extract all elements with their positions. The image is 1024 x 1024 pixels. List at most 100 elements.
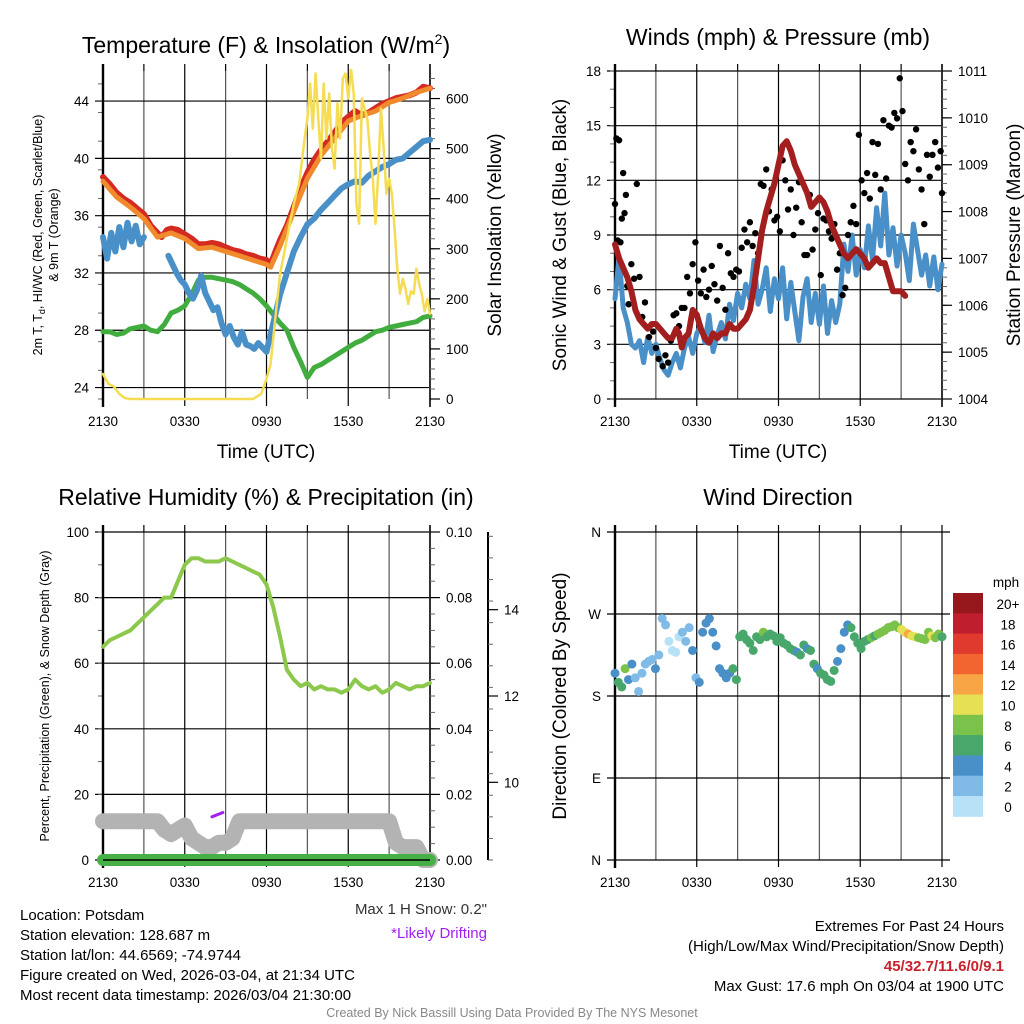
colorbar-label: 10	[1000, 699, 1015, 714]
gust-point	[621, 209, 628, 217]
direction-point	[920, 635, 930, 645]
colorbar-swatch	[953, 633, 983, 655]
gust-point	[877, 186, 884, 193]
y-tick-label: 100	[66, 525, 89, 540]
direction-point	[826, 676, 836, 686]
gust-point	[633, 180, 640, 188]
gust-point	[861, 189, 868, 197]
direction-point	[620, 664, 630, 674]
y-tick-label: 20	[74, 787, 89, 802]
y2-tick-label: 0.00	[446, 853, 472, 868]
y-tick-label: 6	[593, 283, 601, 298]
gust-point	[705, 286, 713, 293]
x-tick-label: 2130	[600, 875, 630, 890]
gust-point	[738, 244, 745, 251]
y-tick-label: S	[592, 689, 601, 704]
wind-y2-axis-label: Station Pressure (Maroon)	[1004, 124, 1024, 347]
y2-tick-label: 1004	[958, 392, 989, 407]
y-tick-label: 9	[593, 228, 601, 243]
y2-tick-label: 0	[446, 392, 454, 407]
wind-panel-title: Winds (mph) & Pressure (mb)	[626, 24, 930, 50]
gust-point	[888, 124, 895, 131]
gust-point	[937, 147, 944, 155]
gust-point	[893, 115, 901, 122]
y-tick-label: 24	[74, 381, 90, 396]
y2-tick-label: 1010	[958, 111, 988, 126]
temperature-y2-axis-label: Solar Insolation (Yellow)	[485, 133, 506, 336]
gust-point	[773, 213, 781, 220]
gust-point	[655, 355, 662, 363]
y-tick-label: 32	[74, 266, 89, 281]
gust-point	[628, 260, 635, 268]
gust-point	[934, 164, 942, 171]
wind-x-axis-label: Time (UTC)	[729, 442, 828, 463]
gust-point	[852, 220, 860, 228]
gust-point	[625, 301, 632, 308]
gust-point	[630, 275, 638, 282]
x-tick-label: 2130	[927, 875, 957, 890]
direction-point	[728, 664, 738, 674]
direction-point	[661, 620, 671, 630]
gust-point	[692, 239, 699, 246]
series-likely-drifting	[210, 811, 225, 819]
y2-tick-label: 0.06	[446, 656, 472, 671]
y-tick-label: 12	[586, 173, 601, 188]
gust-point	[790, 231, 797, 239]
temperature-y-axis-label: 2m T, Td, HI/WC (Red, Green, Scarlet/Blu…	[31, 115, 47, 356]
colorbar-label: 20+	[997, 597, 1020, 612]
direction-point	[681, 636, 691, 646]
y2-tick-label: 0.10	[446, 525, 472, 540]
gust-point	[749, 242, 756, 250]
gust-point	[842, 284, 849, 292]
direction-point	[623, 675, 633, 685]
gust-point	[615, 137, 623, 144]
direction-point	[708, 627, 718, 637]
direction-point	[748, 645, 758, 655]
y-tick-label: 36	[74, 209, 89, 224]
gust-point	[703, 293, 710, 301]
direction-point	[704, 614, 714, 624]
x-tick-label: 2130	[927, 414, 957, 429]
gust-point	[874, 140, 882, 148]
series-td	[100, 274, 433, 380]
direction-point	[839, 627, 849, 637]
plot-area	[610, 614, 947, 696]
x-tick-label: 1530	[333, 414, 363, 429]
gust-point	[722, 306, 729, 313]
series-hi-wc	[263, 136, 433, 355]
extremes-subtitle: (High/Low/Max Wind/Precipitation/Snow De…	[688, 938, 1004, 955]
y2-tick-label: 1008	[958, 205, 988, 220]
station-info: Location: Potsdam Station elevation: 128…	[20, 906, 355, 1006]
gust-point	[730, 273, 737, 281]
gust-point	[645, 333, 653, 341]
colorbar-swatch	[953, 735, 983, 756]
y-tick-label: N	[591, 525, 601, 540]
x-tick-label: 2130	[415, 875, 445, 890]
y-tick-label: N	[591, 853, 601, 868]
gust-point	[833, 266, 841, 273]
colorbar-label: 12	[1000, 678, 1015, 693]
direction-point	[634, 686, 644, 696]
y2-tick-label: 600	[446, 92, 469, 107]
colorbar-swatch	[953, 593, 983, 614]
colorbar-label: 2	[1004, 780, 1012, 795]
gust-point	[904, 177, 912, 184]
gust-point	[910, 147, 917, 155]
gust-point	[902, 160, 909, 168]
gust-point	[708, 262, 715, 270]
series-relative-humidity	[101, 556, 432, 695]
direction-point	[755, 635, 765, 645]
colorbar-label: 14	[1000, 658, 1016, 673]
colorbar-swatch	[953, 653, 983, 675]
direction-point	[630, 673, 640, 683]
gust-point	[659, 363, 666, 370]
gust-point	[700, 266, 707, 273]
colorbar-label: 0	[1004, 800, 1012, 815]
gust-point	[689, 260, 696, 268]
direction-point	[711, 641, 721, 651]
y-tick-label: 0	[593, 392, 601, 407]
y2-tick-label: 0.08	[446, 591, 472, 606]
direction-chart: N E S W N 2130 0330 0930 1530 2130 mph 20+ 18 16 14 12 1…	[588, 525, 1020, 890]
direction-point	[829, 665, 839, 675]
gust-point	[850, 202, 857, 210]
